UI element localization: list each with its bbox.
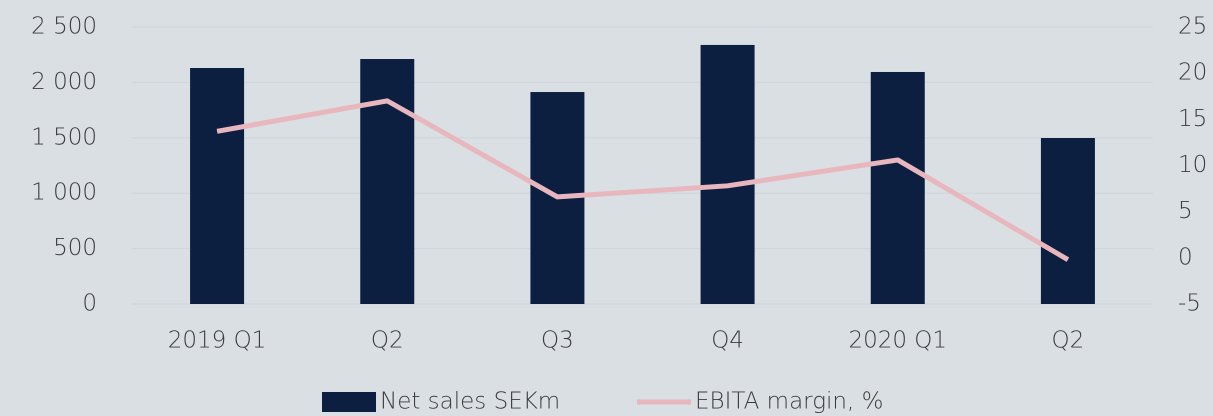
bar	[360, 59, 415, 305]
y2-tick-label: 25	[1178, 14, 1207, 40]
x-tick-label: Q4	[711, 328, 744, 354]
y-tick-label: 2 000	[31, 69, 97, 95]
y2-tick-label: 15	[1178, 106, 1207, 132]
x-tick-label: 2020 Q1	[848, 328, 947, 354]
bar	[1040, 138, 1095, 304]
y2-tick-label: 0	[1178, 244, 1193, 270]
legend-label: Net sales SEKm	[380, 389, 560, 415]
line	[216, 98, 1070, 262]
x-tick-label: Q2	[371, 328, 404, 354]
legend-label: EBITA margin, %	[695, 389, 883, 415]
x-tick-label: Q3	[541, 328, 574, 354]
legend-swatch	[322, 392, 376, 412]
y2-tick-label: 5	[1178, 198, 1193, 224]
y2-tick-label: 10	[1178, 152, 1207, 178]
bar	[700, 44, 755, 305]
y-tick-label: 0	[82, 291, 97, 317]
x-tick-label: 2019 Q1	[168, 328, 267, 354]
x-tick-label: Q2	[1052, 328, 1085, 354]
y2-tick-label: -5	[1178, 291, 1201, 317]
y-tick-label: 500	[53, 235, 97, 261]
y2-tick-label: 20	[1178, 60, 1207, 86]
y-tick-label: 1 500	[31, 124, 97, 150]
y-tick-label: 1 000	[31, 180, 97, 206]
bar	[870, 71, 925, 304]
y-tick-label: 2 500	[31, 14, 97, 40]
bar	[190, 67, 245, 304]
